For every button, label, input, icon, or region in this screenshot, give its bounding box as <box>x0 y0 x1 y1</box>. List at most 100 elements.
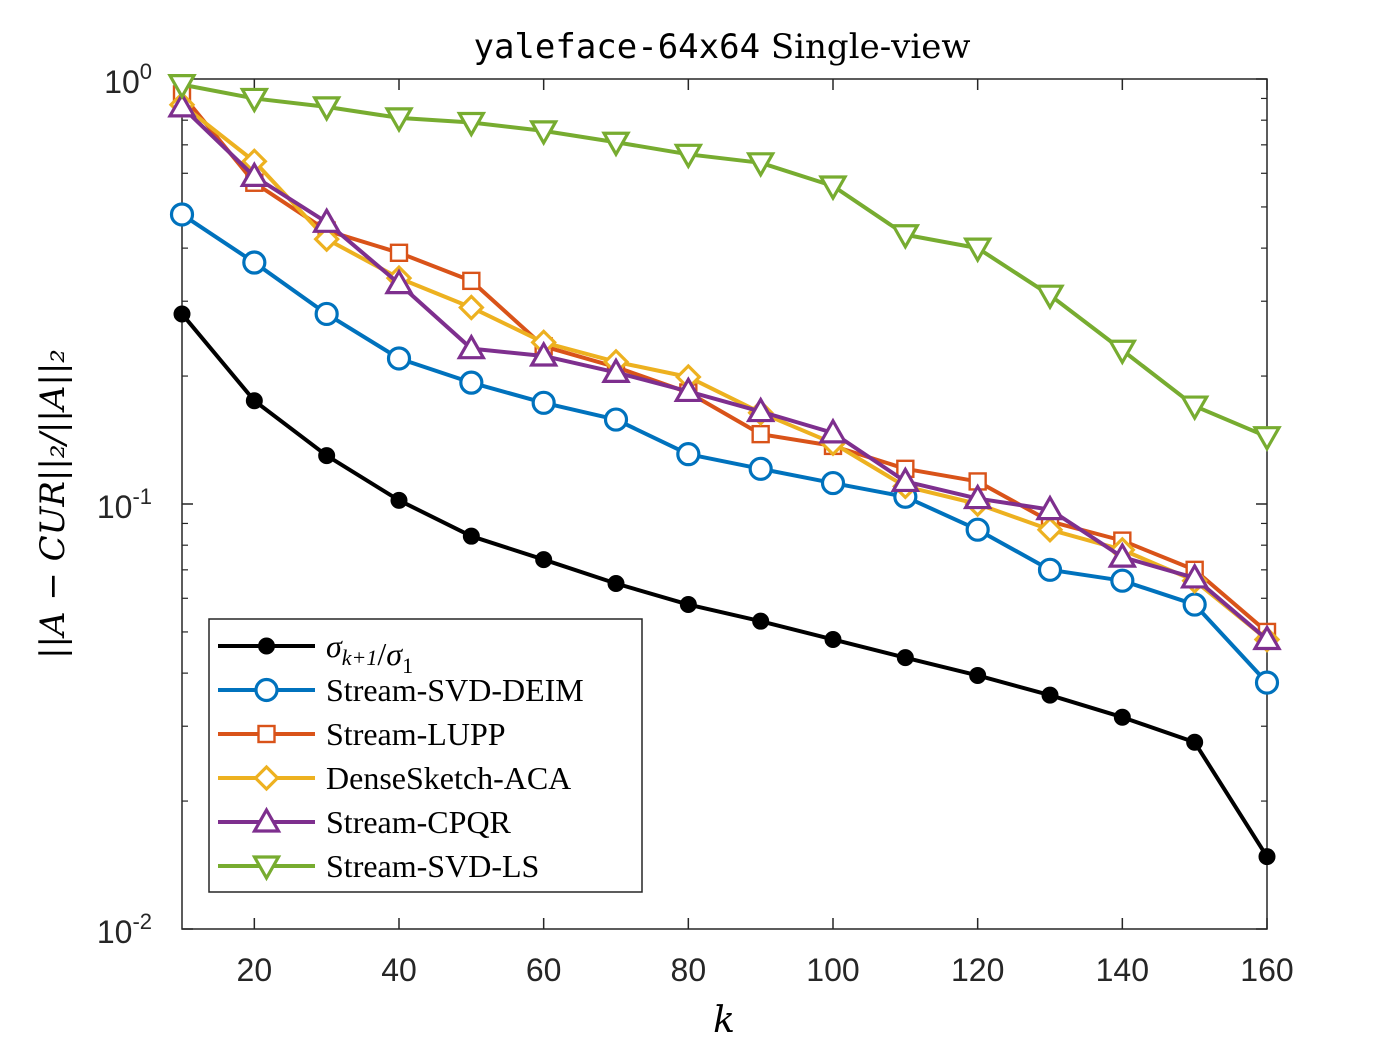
legend-item-densesketch-aca-marker <box>253 764 280 792</box>
series-stream-cpqr-point <box>1252 624 1282 651</box>
series-sigma-ratio-point <box>824 630 842 648</box>
x-tick-label: 140 <box>1096 952 1149 988</box>
series-stream-cpqr-point <box>1179 562 1210 589</box>
legend-item-stream-svd-ls-label: Stream-SVD-LS <box>326 848 539 884</box>
series-sigma-ratio-point <box>1113 708 1131 726</box>
series-stream-svd-deim-point <box>531 390 556 415</box>
series-stream-svd-ls-point <box>167 74 197 100</box>
series-stream-svd-deim-point <box>386 346 412 371</box>
series-stream-svd-deim-point <box>965 517 990 542</box>
legend-item-sigma-ratio-marker <box>258 637 275 655</box>
series-sigma-ratio-point <box>1041 686 1059 704</box>
series-sigma-ratio-point <box>896 649 914 667</box>
series-stream-cpqr <box>167 91 1282 651</box>
series-stream-svd-ls-point <box>1035 284 1065 311</box>
y-tick-label: 10-1 <box>97 484 152 525</box>
series-stream-cpqr-point <box>239 161 270 187</box>
series-stream-svd-ls-point <box>601 131 631 158</box>
x-tick-label: 60 <box>526 952 562 988</box>
legend-item-stream-cpqr: Stream-CPQR <box>218 804 512 840</box>
legend-item-stream-lupp: Stream-LUPP <box>218 716 506 752</box>
series-stream-svd-deim-point <box>1037 557 1063 582</box>
series-stream-svd-deim-point <box>676 442 701 467</box>
x-tick-label: 100 <box>806 952 859 988</box>
series-stream-cpqr-point <box>673 376 704 403</box>
series-stream-svd-deim-point <box>1182 592 1207 617</box>
x-tick-label: 160 <box>1240 952 1293 988</box>
series-densesketch-aca-line <box>180 103 1269 642</box>
series-stream-svd-ls-point <box>384 107 414 134</box>
y-tick-labels: 10-2 10-1 100 <box>97 59 152 950</box>
legend-item-stream-cpqr-marker <box>251 806 282 833</box>
series-stream-cpqr-point <box>456 333 487 360</box>
series-stream-svd-deim-point <box>1110 568 1135 593</box>
series-sigma-ratio <box>173 305 1276 866</box>
series-group <box>167 74 1282 866</box>
series-stream-svd-ls-point <box>311 96 342 123</box>
series-stream-svd-deim-point <box>748 456 773 481</box>
series-stream-cpqr-point <box>962 483 993 510</box>
chart-title: yaleface-64x64 Single-view <box>473 27 970 67</box>
y-tick-label: 100 <box>104 59 152 100</box>
series-stream-lupp-point <box>751 424 770 444</box>
legend-item-stream-svd-deim-label: Stream-SVD-DEIM <box>326 672 584 708</box>
series-stream-svd-ls-point <box>890 224 921 251</box>
series-stream-cpqr-point <box>890 466 921 493</box>
legend-item-stream-svd-deim: Stream-SVD-DEIM <box>218 672 584 708</box>
chart-title-rest: Single-view <box>760 27 970 67</box>
series-sigma-ratio-point <box>245 392 263 410</box>
series-stream-svd-ls-point <box>1252 426 1282 452</box>
series-stream-cpqr-point <box>167 91 197 118</box>
series-densesketch-aca-point <box>1036 516 1064 543</box>
x-axis-label: k <box>713 1000 735 1041</box>
legend-item-sigma-ratio: σk+1/σ1 <box>218 628 413 678</box>
series-stream-svd-ls-point <box>818 175 848 202</box>
x-tick-label: 80 <box>671 952 707 988</box>
legend-item-densesketch-aca: DenseSketch-ACA <box>218 760 571 796</box>
y-tick-label: 10-2 <box>97 909 152 950</box>
series-stream-lupp-point <box>462 271 481 291</box>
series-densesketch-aca-point <box>313 225 340 253</box>
series-sigma-ratio-point <box>752 612 770 630</box>
series-stream-svd-deim-line <box>180 212 1269 684</box>
series-stream-svd-deim-point <box>459 370 484 395</box>
series-stream-svd-deim-point <box>314 301 339 327</box>
legend-item-densesketch-aca-label: DenseSketch-ACA <box>326 760 571 796</box>
chart-title-code: yaleface-64x64 <box>473 27 760 67</box>
series-stream-cpqr-point <box>384 268 414 295</box>
legend-box <box>208 618 643 893</box>
legend-item-stream-svd-ls: Stream-SVD-LS <box>218 848 539 884</box>
legend-item-stream-cpqr-label: Stream-CPQR <box>326 804 512 840</box>
series-stream-svd-ls <box>167 74 1282 452</box>
x-tick-labels: 20 40 60 80 100 120 140 160 <box>237 952 1294 988</box>
series-sigma-ratio-point <box>969 666 987 684</box>
series-stream-svd-deim-point <box>169 202 195 227</box>
series-sigma-ratio-point <box>173 305 191 323</box>
series-stream-svd-ls-point <box>673 143 704 170</box>
series-stream-svd-ls-point <box>745 152 776 179</box>
series-stream-cpqr-point <box>528 340 559 367</box>
series-stream-svd-ls-point <box>1107 339 1138 366</box>
series-stream-svd-deim-point <box>242 250 267 275</box>
legend-item-stream-lupp-label: Stream-LUPP <box>326 716 506 752</box>
series-sigma-ratio-point <box>1186 733 1204 751</box>
series-stream-cpqr-point <box>745 396 776 423</box>
series-sigma-ratio-point <box>1258 848 1276 866</box>
series-stream-svd-ls-point <box>528 120 559 147</box>
series-stream-svd-ls-point <box>456 111 487 138</box>
series-stream-svd-deim-point <box>603 407 629 432</box>
series-stream-cpqr-point <box>818 417 848 444</box>
series-stream-svd-ls-line <box>181 82 1268 439</box>
series-stream-svd-ls-point <box>1179 395 1210 422</box>
series-sigma-ratio-point <box>390 491 408 509</box>
series-sigma-ratio-point <box>462 527 480 545</box>
series-densesketch-aca-point <box>458 294 485 321</box>
series-sigma-ratio-point <box>679 596 697 614</box>
series-stream-svd-deim-point <box>1254 670 1280 695</box>
legend-item-sigma-ratio-label: σk+1/σ1 <box>326 628 413 678</box>
series-sigma-ratio-point <box>607 575 625 593</box>
y-axis-label: ||A − CUR||₂/||A||₂ <box>33 349 73 659</box>
series-stream-svd-deim-point <box>820 470 846 496</box>
